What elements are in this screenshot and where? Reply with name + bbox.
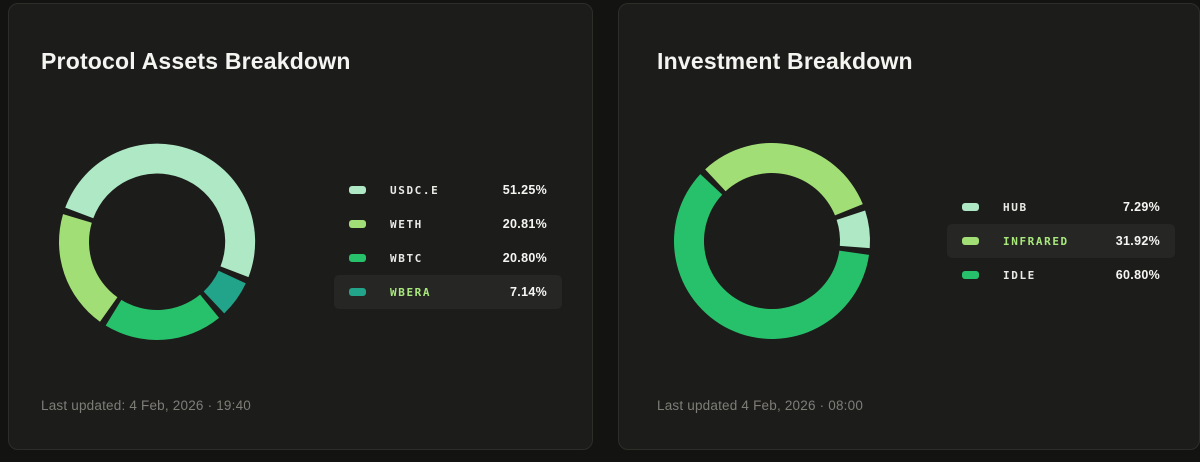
donut-chart xyxy=(673,142,870,340)
legend-value: 31.92% xyxy=(1115,234,1160,248)
donut-slice-weth[interactable] xyxy=(59,214,118,322)
page-title: Investment Breakdown xyxy=(657,48,913,74)
last-updated-text: Last updated 4 Feb, 2026 · 08:00 xyxy=(657,398,864,413)
investment-card: Investment Breakdown HUB 7.29% INFRARED 31.… xyxy=(618,3,1200,450)
donut-slice-idle[interactable] xyxy=(673,174,870,340)
legend-label: WBTC xyxy=(390,251,423,265)
legend-value: 60.80% xyxy=(1115,268,1160,282)
donut-slice-hub[interactable] xyxy=(836,210,870,249)
legend-swatch-icon xyxy=(962,203,979,211)
donut-slice-wbera[interactable] xyxy=(203,270,246,314)
donut-slice-usdc-e[interactable] xyxy=(65,143,256,278)
legend-row-hub[interactable]: HUB 7.29% xyxy=(947,190,1175,224)
legend-label: INFRARED xyxy=(1003,234,1069,248)
legend-swatch-icon xyxy=(349,288,366,296)
legend-row-wbtc[interactable]: WBTC 20.80% xyxy=(334,241,562,275)
legend-row-weth[interactable]: WETH 20.81% xyxy=(334,207,562,241)
legend-row-infrared[interactable]: INFRARED 31.92% xyxy=(947,224,1175,258)
legend-swatch-icon xyxy=(962,237,979,245)
legend-swatch-icon xyxy=(349,186,366,194)
legend-label: HUB xyxy=(1003,200,1028,214)
legend-row-idle[interactable]: IDLE 60.80% xyxy=(947,258,1175,292)
legend-label: USDC.E xyxy=(390,183,440,197)
legend-swatch-icon xyxy=(349,254,366,262)
legend-label: IDLE xyxy=(1003,268,1036,282)
legend: USDC.E 51.25% WETH 20.81% WBTC 20.80% WBERA 7.1… xyxy=(334,173,562,309)
legend: HUB 7.29% INFRARED 31.92% IDLE 60.80% xyxy=(947,190,1175,292)
legend-row-usdc-e[interactable]: USDC.E 51.25% xyxy=(334,173,562,207)
legend-swatch-icon xyxy=(962,271,979,279)
legend-label: WETH xyxy=(390,217,423,231)
legend-swatch-icon xyxy=(349,220,366,228)
legend-row-wbera[interactable]: WBERA 7.14% xyxy=(334,275,562,309)
legend-value: 20.80% xyxy=(502,251,547,265)
donut-chart xyxy=(59,143,256,340)
legend-value: 51.25% xyxy=(502,183,547,197)
donut-slice-infrared[interactable] xyxy=(705,142,863,216)
legend-value: 7.29% xyxy=(1123,200,1160,214)
donut-slice-wbtc[interactable] xyxy=(105,294,220,340)
last-updated-text: Last updated: 4 Feb, 2026 · 19:40 xyxy=(41,398,252,413)
legend-label: WBERA xyxy=(390,285,432,299)
legend-value: 7.14% xyxy=(510,285,547,299)
protocol-assets-card: Protocol Assets Breakdown USDC.E 51.25% WE… xyxy=(8,3,593,450)
legend-value: 20.81% xyxy=(502,217,547,231)
page-title: Protocol Assets Breakdown xyxy=(41,48,351,74)
